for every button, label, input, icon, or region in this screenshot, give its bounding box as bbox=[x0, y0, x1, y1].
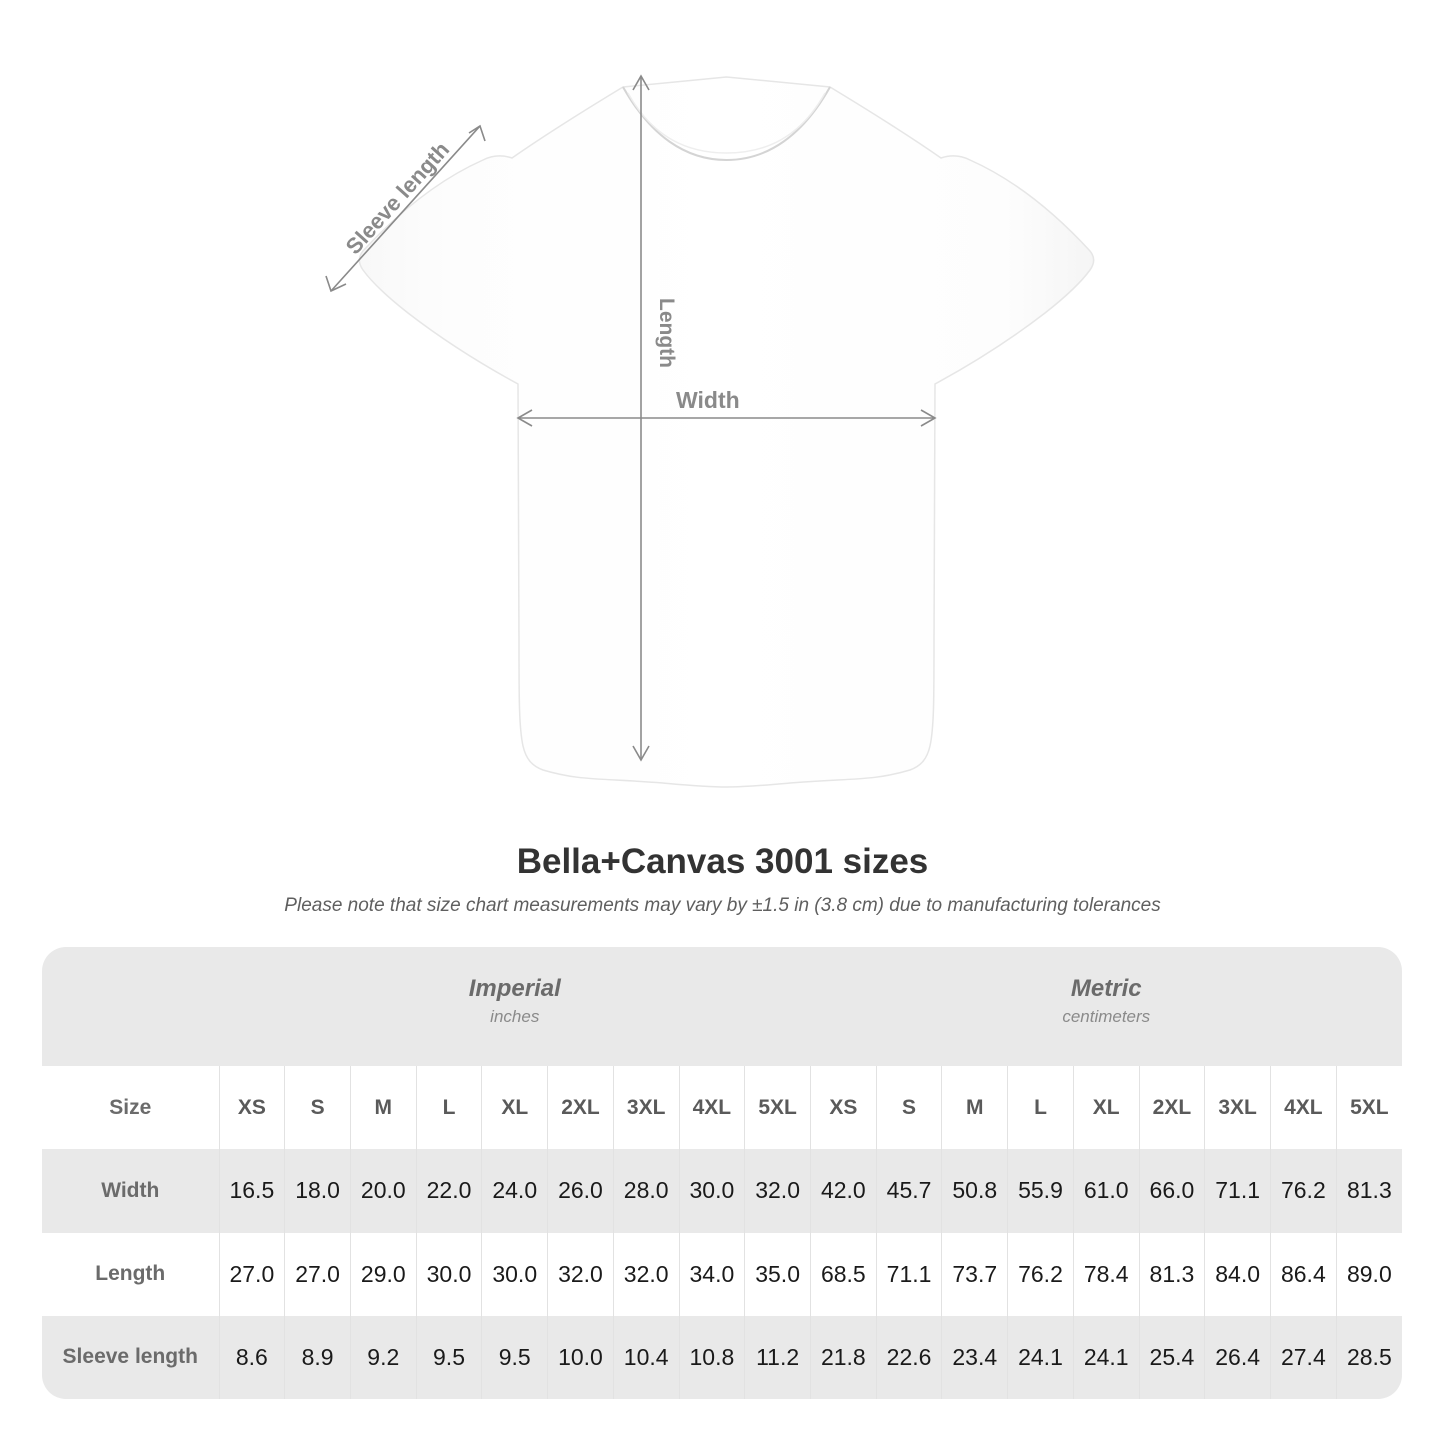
svg-text:Width: Width bbox=[676, 387, 740, 413]
svg-text:Length: Length bbox=[655, 298, 678, 368]
